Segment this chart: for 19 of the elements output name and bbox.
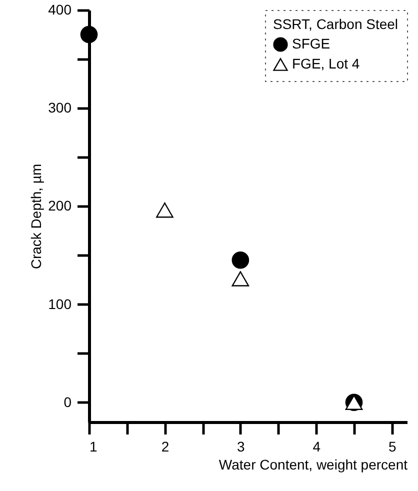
x-tick-label: 4 [312,438,321,454]
x-tick-label: 1 [90,438,98,454]
y-tick-label: 300 [48,100,72,116]
x-axis-title: Water Content, weight percent [218,456,408,472]
y-axis-title: Crack Depth, µm [28,164,44,270]
y-tick-label: 0 [64,394,72,410]
x-tick-label: 5 [388,438,396,454]
point [80,26,98,44]
x-tick-label: 2 [161,438,170,454]
point [156,202,174,218]
y-tick-label: 400 [48,2,72,18]
legend-label: FGE, Lot 4 [292,56,360,72]
legend-label: SFGE [292,36,330,52]
point [232,271,250,286]
x-tick-label: 3 [237,438,246,454]
point [232,251,250,269]
y-tick-label: 200 [48,198,72,214]
y-tick-label: 100 [48,296,72,312]
legend-title: SSRT, Carbon Steel [273,16,398,32]
